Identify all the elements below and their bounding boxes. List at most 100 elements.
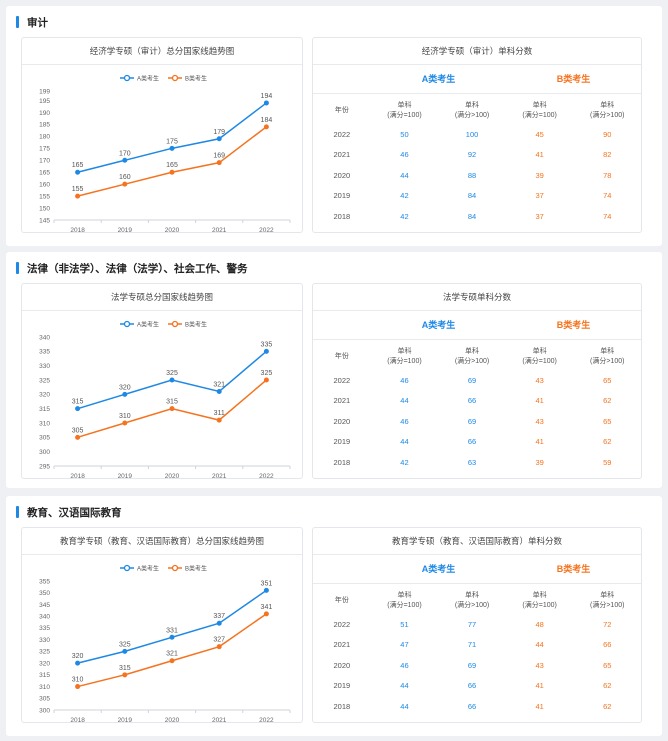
data-point[interactable] [75,169,81,175]
y-tick-label: 350 [39,590,50,597]
data-point[interactable] [216,417,222,423]
data-point[interactable] [263,611,269,617]
data-point[interactable] [216,620,222,626]
trend-chart[interactable]: A类考生 B类考生 295 300 305 310 315 320 325 330 335 340 20… [22,311,302,478]
column-header-line: 单科 [465,592,480,599]
data-label: 315 [166,399,178,406]
column-header-line: (满分>100) [590,358,625,365]
data-point[interactable] [216,136,222,142]
score-cell: 69 [467,416,477,426]
data-point[interactable] [169,377,175,383]
data-point[interactable] [263,124,269,130]
legend-entry[interactable]: B类考生 [185,321,207,329]
score-cell: 50 [400,129,409,139]
data-point[interactable] [75,193,81,199]
data-point[interactable] [122,672,128,678]
data-point[interactable] [122,648,128,654]
data-point[interactable] [216,644,222,650]
score-cell: 39 [535,170,544,180]
group-label-b: B类考生 [556,564,591,574]
table-group-header: A类考生 B类考生 [313,65,641,94]
data-point[interactable] [169,145,175,151]
score-cell: 62 [603,681,612,691]
data-point[interactable] [122,391,128,397]
data-point[interactable] [169,169,175,175]
score-cell: 45 [535,129,544,139]
section-title-text: 法律（非法学）、法律（法学）、社会工作、警务 [27,262,248,275]
score-table: A类考生 B类考生 年份 单科 (满分=100) 单科 (满分>100) 单科 (满分=100)… [313,311,641,473]
score-cell: 41 [535,437,544,447]
trend-chart[interactable]: A类考生 B类考生 300 305 310 315 320 325 330 335 340 345 35… [22,555,302,722]
legend-entry[interactable]: B类考生 [185,565,207,573]
column-header: 单科 (满分>100) [573,101,641,121]
score-cell: 46 [400,150,409,160]
data-point[interactable] [216,388,222,394]
x-tick-label: 2020 [165,717,180,722]
score-cell: 62 [603,437,612,447]
year-cell: 2018 [333,457,351,467]
data-point[interactable] [122,157,128,163]
legend-marker-icon [171,74,179,82]
score-cell: 37 [535,211,544,221]
legend-entry[interactable]: A类考生 [137,565,159,573]
y-tick-label: 150 [39,205,50,212]
data-point[interactable] [216,160,222,166]
chart-panel: 法学专硕总分国家线趋势图 A类考生 B类考生 295 300 305 310 315 320 3… [21,283,303,479]
table-title: 教育学专硕（教育、汉语国际教育）单科分数 [313,528,641,555]
data-point[interactable] [122,181,128,187]
y-tick-label: 320 [39,392,50,399]
data-point[interactable] [263,100,269,106]
column-header: 单科 (满分>100) [438,347,506,367]
y-tick-label: 190 [39,110,50,117]
group-label-b: B类考生 [556,320,591,330]
score-cell: 100 [465,129,479,139]
table-title: 经济学专硕（审计）单科分数 [313,38,641,65]
data-point[interactable] [263,377,269,383]
score-cell: 71 [467,640,477,650]
data-point[interactable] [75,434,81,440]
legend-entry[interactable]: B类考生 [185,75,207,83]
section-law: 法律（非法学）、法律（法学）、社会工作、警务 法学专硕总分国家线趋势图 A类考生… [6,252,662,488]
x-tick-label: 2021 [212,473,227,478]
score-cell: 59 [603,457,612,467]
score-cell: 66 [467,396,477,406]
column-header: 年份 [334,353,349,360]
score-cell: 77 [467,619,477,629]
y-tick-label: 340 [39,334,50,341]
trend-chart[interactable]: A类考生 B类考生 145 150 155 160 165 170 175 180 185 190 19… [22,65,302,232]
score-cell: 69 [467,660,477,670]
data-point[interactable] [75,660,81,666]
table-row: 2022 51 77 48 72 [313,614,641,635]
y-tick-label: 180 [39,134,50,141]
column-header-line: 单科 [397,102,412,109]
score-cell: 43 [535,660,544,670]
score-cell: 84 [467,211,477,221]
data-point[interactable] [169,634,175,640]
y-tick-label: 300 [39,707,50,714]
x-tick-label: 2020 [165,227,180,232]
x-tick-label: 2022 [259,227,274,232]
year-cell: 2022 [333,129,351,139]
data-point[interactable] [122,420,128,426]
y-tick-label: 175 [39,146,50,153]
y-tick-label: 295 [39,463,50,470]
legend-entry[interactable]: A类考生 [137,75,159,83]
legend-marker-icon [123,74,131,82]
score-cell: 69 [467,375,477,385]
column-header: 单科 (满分=100) [371,101,439,121]
year-cell: 2021 [333,640,351,650]
data-label: 325 [119,641,131,648]
data-point[interactable] [169,406,175,412]
data-point[interactable] [169,658,175,664]
chart-legend: A类考生 B类考生 [120,565,207,573]
column-header-line: (满分>100) [454,602,490,609]
data-point[interactable] [263,348,269,354]
data-point[interactable] [75,684,81,690]
column-header-line: 单科 [532,348,547,355]
legend-entry[interactable]: A类考生 [137,321,159,329]
y-tick-label: 145 [39,217,50,224]
score-cell: 46 [400,416,409,426]
title-bar-icon [16,262,19,274]
data-point[interactable] [75,406,81,412]
data-point[interactable] [263,587,269,593]
